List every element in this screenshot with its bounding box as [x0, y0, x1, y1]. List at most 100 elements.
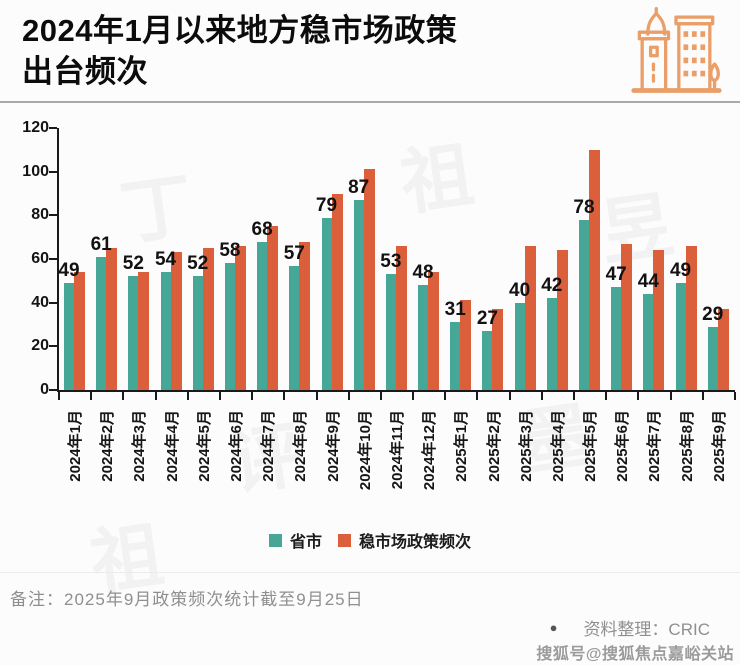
bar-provinces	[321, 217, 332, 390]
y-tick-label: 40	[31, 293, 49, 311]
x-tick-label: 2024年10月	[356, 410, 374, 491]
legend-swatch	[338, 533, 351, 547]
x-label-cell: 2024年2月	[89, 402, 121, 520]
bar-value-label: 52	[187, 253, 209, 275]
x-tick-label: 2025年6月	[614, 410, 632, 482]
bar-policy-frequency	[492, 309, 504, 390]
x-tick-mark	[540, 392, 543, 400]
bar-policy-frequency	[234, 245, 246, 390]
bar-group: 49	[58, 128, 91, 390]
bar-policy-frequency	[653, 250, 665, 390]
x-label-cell: 2024年5月	[186, 402, 218, 520]
bar-provinces	[128, 276, 139, 390]
x-label-cell: 2024年8月	[282, 402, 314, 520]
x-tick-label: 2024年5月	[195, 410, 213, 482]
bar-provinces	[546, 298, 557, 390]
x-axis-labels: 2024年1月 2024年2月 2024年3月 2024年4月 2024年5月 2024年…	[57, 402, 733, 520]
x-label-cell: 2025年9月	[701, 402, 733, 520]
bar-provinces	[353, 200, 364, 390]
x-tick-label: 2025年8月	[678, 410, 696, 482]
x-tick-mark	[58, 392, 60, 400]
bar-policy-frequency	[299, 241, 311, 390]
bar-policy-frequency	[331, 193, 343, 390]
x-tick-label: 2025年4月	[549, 410, 567, 482]
legend-item: 省市	[268, 528, 322, 552]
bar-group: 27	[477, 128, 509, 390]
y-tick-mark	[49, 258, 57, 260]
bar-value-label: 54	[154, 249, 177, 271]
page-title: 2024年1月以来地方稳市场政策 出台频次	[22, 10, 720, 92]
bar-group: 78	[573, 128, 606, 390]
bar-group: 61	[91, 128, 123, 390]
x-tick-label: 2025年7月	[646, 410, 664, 482]
source-label: 资料整理：CRIC	[583, 620, 710, 639]
bar-value-label: 58	[219, 240, 241, 262]
bar-policy-frequency	[685, 245, 697, 390]
x-tick-label: 2025年1月	[453, 410, 471, 482]
bar-provinces	[160, 272, 171, 390]
x-label-cell: 2024年1月	[57, 402, 89, 520]
legend-swatch	[268, 533, 282, 547]
bar-provinces	[579, 219, 589, 390]
bar-provinces	[64, 283, 74, 390]
x-label-cell: 2024年7月	[250, 402, 282, 520]
x-tick-mark	[90, 392, 93, 400]
bar-policy-frequency	[524, 245, 536, 390]
buildings-icon	[628, 4, 724, 98]
bar-value-label: 78	[573, 196, 595, 218]
bar-group: 44	[638, 128, 670, 390]
x-label-cell: 2025年2月	[475, 402, 507, 520]
bar-group: 48	[412, 128, 445, 390]
bar-groups: 49 61 52 54 52 58 68 57 79 87 53 48 31 27 40 42 78 47 44 49…	[58, 128, 735, 390]
bar-policy-frequency	[460, 300, 472, 390]
bar-group: 52	[123, 128, 155, 390]
bar-provinces	[257, 241, 268, 390]
bar-value-label: 29	[702, 303, 724, 325]
x-tick-label: 2025年2月	[485, 410, 503, 482]
bar-provinces	[707, 326, 718, 390]
bar-value-label: 48	[412, 262, 434, 284]
bar-policy-frequency	[202, 248, 214, 390]
bar-policy-frequency	[138, 272, 150, 390]
page-title-line1: 2024年1月以来地方稳市场政策	[22, 13, 458, 48]
bar-policy-frequency	[106, 248, 118, 390]
x-tick-mark	[508, 392, 511, 400]
x-label-cell: 2025年3月	[508, 402, 540, 520]
bar-provinces	[450, 322, 461, 390]
bar-group: 57	[284, 128, 316, 390]
x-tick-mark	[154, 392, 157, 400]
bar-group: 29	[702, 128, 735, 390]
x-tick-mark	[251, 392, 254, 400]
y-tick-label: 60	[31, 250, 49, 267]
bar-provinces	[289, 265, 300, 390]
x-tick-label: 2024年6月	[228, 410, 246, 482]
x-label-cell: 2024年6月	[218, 402, 250, 520]
x-tick-label: 2025年5月	[582, 410, 600, 482]
y-tick-label: 0	[40, 381, 49, 398]
bar-group: 53	[380, 128, 413, 390]
x-tick-mark	[186, 392, 189, 400]
x-tick-mark	[379, 392, 382, 400]
y-tick-mark	[49, 301, 57, 304]
plot-area: 0 20 40 60 80 100 120 49 61 52 54 52 58 68 57 79 87 53 48 3…	[22, 119, 736, 400]
x-tick-label: 2024年11月	[388, 410, 406, 490]
x-tick-label: 2024年2月	[99, 410, 117, 482]
bullet-icon: ●	[549, 620, 558, 635]
footnote: 备注：2025年9月政策频次统计截至9月25日	[10, 590, 364, 609]
x-tick-label: 2025年9月	[710, 410, 728, 482]
x-tick-mark	[476, 392, 479, 400]
x-label-cell: 2025年4月	[540, 402, 572, 520]
x-tick-label: 2024年4月	[163, 410, 181, 482]
bar-value-label: 49	[669, 260, 692, 282]
legend-label: 稳市场政策频次	[359, 534, 472, 551]
bar-provinces	[192, 276, 203, 390]
bar-provinces	[224, 263, 235, 390]
bar-value-label: 53	[380, 251, 402, 273]
page-title-line2: 出台频次	[22, 54, 148, 89]
bar-value-label: 79	[315, 194, 338, 216]
bar-group: 58	[219, 128, 252, 390]
x-label-cell: 2024年9月	[315, 402, 347, 520]
bar-value-label: 27	[476, 308, 499, 330]
x-label-cell: 2024年10月	[347, 402, 379, 520]
